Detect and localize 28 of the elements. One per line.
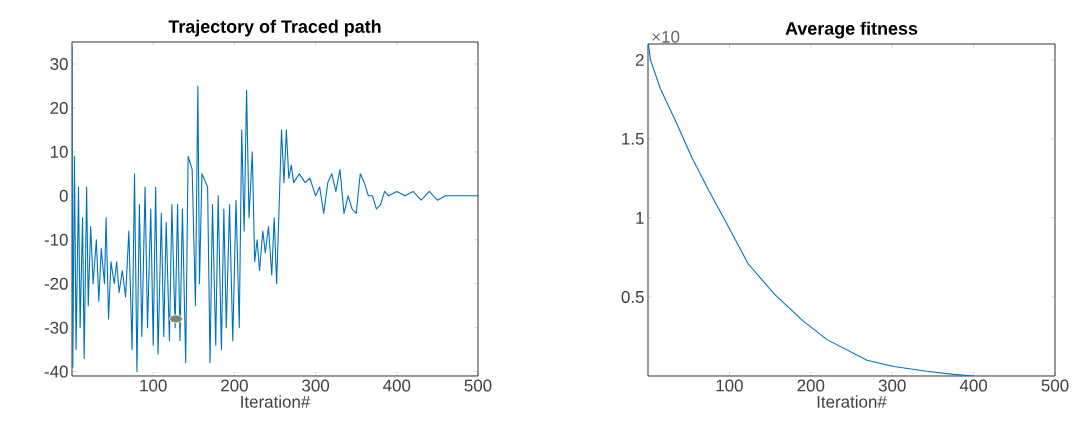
y-tick-label: -10 (44, 233, 68, 246)
chart-title: Average fitness (785, 21, 918, 39)
x-tick-label: 400 (959, 379, 988, 392)
x-tick-label: 300 (878, 379, 906, 392)
x-axis-title: Iteration# (817, 395, 887, 408)
x-tick-label: 100 (716, 379, 743, 392)
x-tick-label: 400 (383, 379, 411, 392)
x-tick-label: 100 (140, 379, 167, 392)
x-tick-label: 300 (302, 379, 330, 392)
y-tick-label: 0 (59, 189, 68, 202)
x-tick-label: 500 (464, 379, 492, 392)
chart-title: Trajectory of Traced path (168, 19, 381, 37)
y-tick-label: -20 (44, 277, 68, 290)
x-tick-label: 200 (221, 379, 248, 392)
x-axis-title: Iteration# (241, 395, 311, 408)
line-series (648, 44, 975, 376)
y-tick-label: 1.5 (622, 132, 644, 145)
y-tick-label: 10 (50, 145, 68, 158)
x-tick-label: 200 (797, 379, 825, 392)
y-tick-label: -30 (44, 321, 68, 334)
text: ×10 (652, 30, 680, 43)
y-tick-label: -40 (44, 365, 68, 378)
y-tick-label: 20 (50, 101, 68, 114)
y-tick-label: 2 (635, 53, 644, 66)
y-tick-label: 1 (636, 212, 644, 224)
y-tick-label: 30 (50, 57, 68, 70)
y-tick-label: 0.5 (621, 290, 644, 303)
x-tick-label: 500 (1041, 379, 1069, 392)
